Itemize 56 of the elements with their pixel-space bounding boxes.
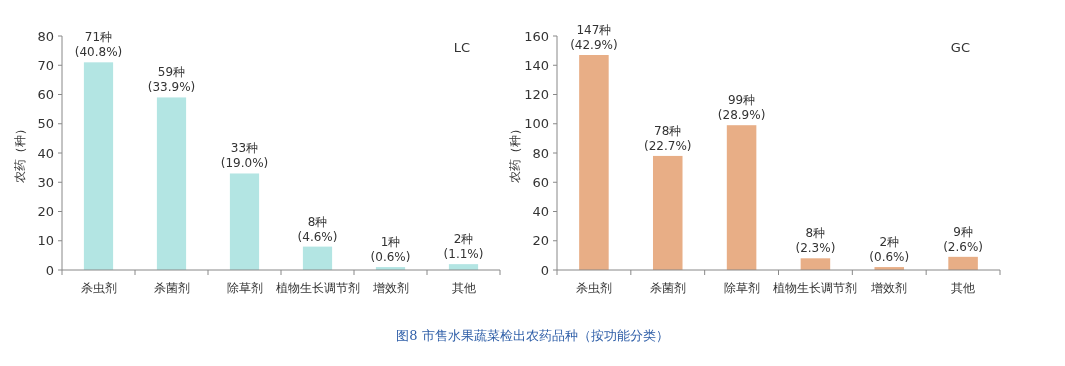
- data-label: 8种 (2.3%): [795, 226, 836, 256]
- annotation: LC: [453, 40, 470, 55]
- data-label: 2种 (1.1%): [443, 232, 484, 262]
- y-tick-label: 120: [524, 87, 549, 103]
- y-tick-label: 30: [37, 174, 54, 190]
- y-tick-label: 60: [37, 87, 54, 103]
- y-tick-label: 160: [524, 28, 549, 44]
- y-tick-label: 50: [37, 116, 54, 132]
- x-tick-label: 增效剂: [870, 281, 908, 295]
- y-tick-label: 40: [37, 145, 54, 161]
- y-axis-title: 农药（种）: [13, 123, 27, 183]
- y-tick-label: 0: [45, 262, 54, 278]
- bar: [229, 173, 260, 270]
- x-tick-label: 增效剂: [371, 281, 409, 295]
- bar: [800, 258, 831, 270]
- bar: [948, 256, 978, 270]
- data-label: 2种 (0.6%): [869, 235, 910, 265]
- x-tick-label: 其他: [451, 281, 476, 295]
- y-tick-label: 20: [37, 204, 54, 220]
- x-tick-label: 其他: [951, 281, 976, 295]
- data-label: 8种 (4.6%): [297, 214, 338, 244]
- x-tick-label: 除草剂: [226, 281, 263, 295]
- x-tick-label: 植物生长调节剂: [773, 281, 858, 295]
- data-label: 33种 (19.0%): [220, 141, 269, 171]
- y-tick-label: 40: [532, 204, 549, 220]
- y-tick-label: 70: [37, 57, 54, 73]
- bar: [83, 62, 114, 270]
- x-tick-label: 植物生长调节剂: [275, 281, 360, 295]
- y-tick-label: 60: [532, 174, 549, 190]
- bar: [156, 97, 187, 270]
- bar: [579, 55, 609, 270]
- data-label: 147种 (42.9%): [570, 23, 618, 53]
- y-tick-label: 100: [524, 116, 549, 132]
- y-tick-label: 80: [532, 145, 549, 161]
- bar: [302, 246, 333, 270]
- bar: [652, 155, 683, 270]
- y-tick-label: 80: [37, 28, 54, 44]
- x-tick-label: 杀虫剂: [80, 281, 117, 295]
- data-label: 78种 (22.7%): [644, 123, 692, 153]
- data-label: 1种 (0.6%): [370, 235, 411, 265]
- x-tick-label: 杀虫剂: [575, 281, 612, 295]
- y-tick-label: 140: [524, 57, 549, 73]
- caption: 图8 市售水果蔬菜检出农药品种（按功能分类）: [396, 328, 669, 343]
- x-tick-label: 除草剂: [723, 281, 760, 295]
- y-axis-title: 农药（种）: [508, 123, 522, 183]
- bar: [726, 125, 757, 270]
- x-tick-label: 杀菌剂: [649, 281, 686, 295]
- data-label: 99种 (28.9%): [717, 93, 766, 123]
- y-tick-label: 20: [532, 233, 549, 249]
- data-label: 71种 (40.8%): [74, 30, 123, 60]
- y-tick-label: 0: [540, 262, 549, 278]
- data-label: 9种 (2.6%): [943, 224, 984, 254]
- data-label: 59种 (33.9%): [147, 65, 196, 95]
- y-tick-label: 10: [37, 233, 54, 249]
- x-tick-label: 杀菌剂: [153, 281, 190, 295]
- annotation: GC: [950, 40, 970, 55]
